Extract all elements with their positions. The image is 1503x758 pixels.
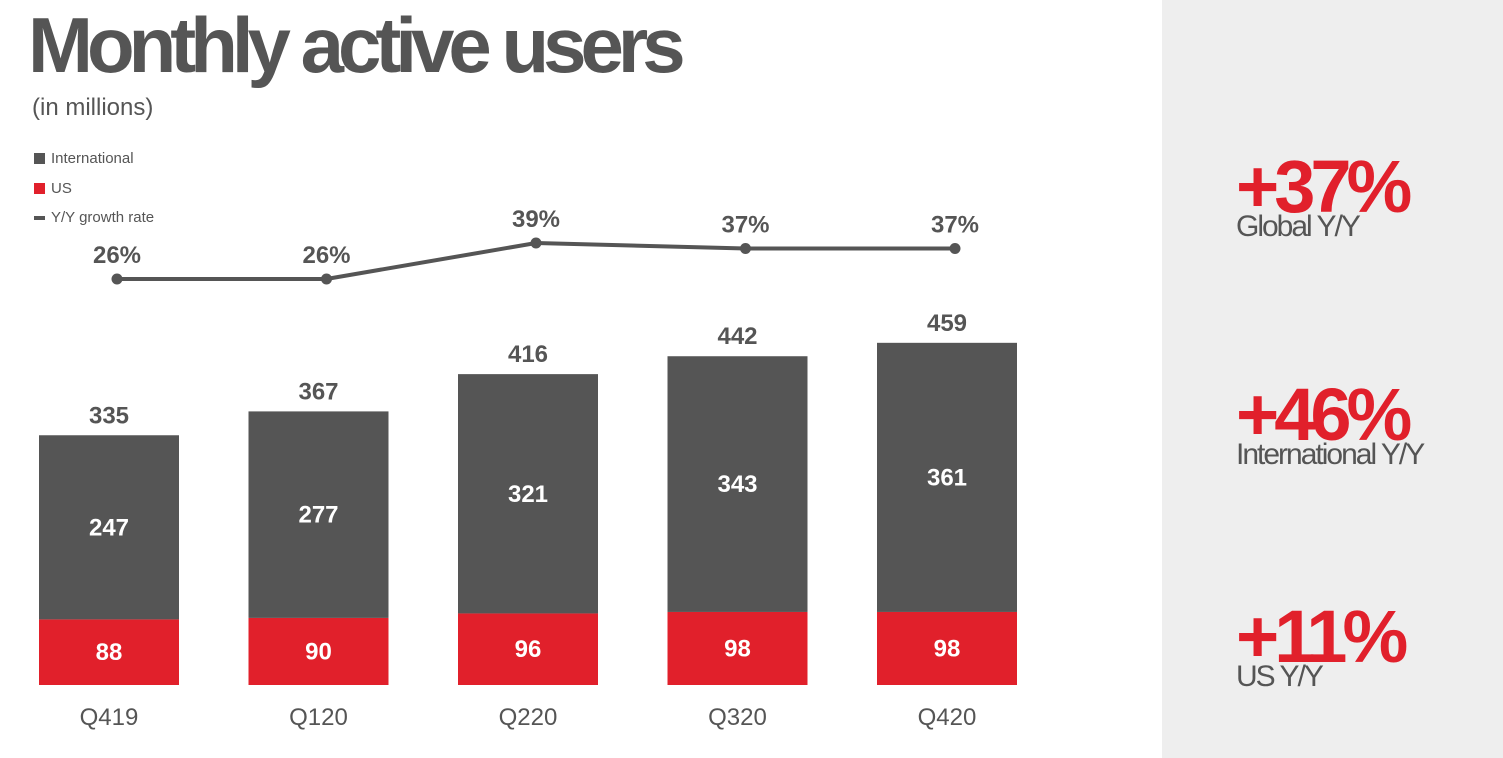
x-tick-Q419: Q419 (80, 704, 139, 731)
bar-us-Q420 (877, 611, 1017, 685)
chart-title: Monthly active users (28, 1, 686, 89)
legend-label-international: International (51, 150, 134, 168)
stat-international: +46% International Y/Y (1236, 373, 1425, 471)
label-international-Q220: 321 (508, 481, 548, 508)
growth-label-Q420: 37% (931, 212, 979, 239)
stat-international-label: International Y/Y (1236, 438, 1425, 471)
x-tick-Q220: Q220 (499, 704, 558, 731)
legend: International US Y/Y growth rate (34, 144, 154, 233)
x-tick-Q320: Q320 (708, 704, 767, 731)
bar-us-Q120 (248, 617, 389, 685)
bar-us-Q419 (39, 619, 179, 685)
label-international-Q419: 247 (89, 514, 129, 541)
growth-point-Q419 (111, 273, 123, 285)
x-tick-Q120: Q120 (289, 704, 348, 731)
bar-international-Q320 (667, 356, 808, 612)
growth-point-Q320 (740, 243, 751, 255)
stat-international-value: +46% (1236, 373, 1412, 456)
bar-international-Q120 (248, 411, 389, 618)
label-us-Q419: 88 (96, 639, 123, 666)
stacked-bar-chart: 88 247 335 Q419 90 277 367 Q120 96 321 416 Q220 98 34… (39, 206, 1017, 731)
bar-international-Q419 (39, 435, 179, 620)
growth-label-Q419: 26% (93, 242, 141, 269)
stat-us: +11% US Y/Y (1236, 595, 1408, 693)
label-international-Q420: 361 (927, 464, 967, 491)
legend-item-us: US (34, 174, 154, 204)
stat-us-value: +11% (1236, 595, 1408, 678)
growth-label-Q320: 37% (721, 212, 769, 239)
bar-international-Q220 (458, 374, 598, 614)
growth-point-Q420 (949, 243, 961, 255)
stats-sidebar: +37% Global Y/Y +46% International Y/Y +… (1162, 0, 1503, 758)
x-tick-Q420: Q420 (918, 704, 977, 731)
bar-us-Q220 (458, 613, 598, 685)
label-total-Q419: 335 (89, 402, 129, 429)
legend-swatch-us (34, 182, 45, 194)
stat-global-value: +37% (1236, 145, 1412, 228)
legend-label-growth: Y/Y growth rate (51, 209, 155, 227)
label-us-Q420: 98 (934, 635, 961, 662)
legend-swatch-growth (34, 215, 45, 220)
growth-label-Q220: 39% (512, 206, 560, 233)
label-us-Q320: 98 (724, 635, 751, 662)
stat-global-label: Global Y/Y (1236, 210, 1361, 243)
label-international-Q120: 277 (298, 502, 338, 529)
label-total-Q120: 367 (298, 378, 338, 405)
stat-global: +37% Global Y/Y (1236, 145, 1412, 243)
chart-subtitle: (in millions) (32, 94, 154, 121)
bar-international-Q420 (877, 342, 1017, 612)
label-total-Q320: 442 (717, 323, 757, 350)
bar-us-Q320 (667, 611, 808, 685)
label-international-Q320: 343 (717, 471, 757, 498)
legend-swatch-international (34, 153, 45, 165)
label-us-Q220: 96 (515, 636, 542, 663)
label-total-Q420: 459 (927, 310, 967, 337)
label-total-Q220: 416 (508, 341, 548, 368)
growth-point-Q220 (530, 237, 542, 249)
legend-item-growth: Y/Y growth rate (34, 203, 154, 233)
legend-label-us: US (51, 179, 72, 197)
label-us-Q120: 90 (305, 638, 332, 665)
growth-label-Q120: 26% (302, 242, 350, 269)
stat-us-label: US Y/Y (1236, 660, 1324, 693)
legend-item-international: International (34, 144, 154, 174)
growth-point-Q120 (321, 273, 332, 285)
